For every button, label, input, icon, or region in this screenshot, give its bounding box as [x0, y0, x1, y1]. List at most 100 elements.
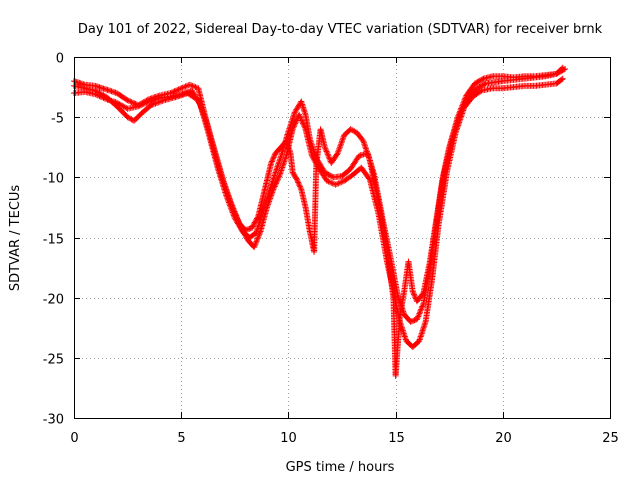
- data-point: [325, 154, 332, 161]
- data-point: [332, 181, 339, 188]
- data-point: [333, 151, 340, 158]
- data-point: [229, 204, 236, 211]
- data-point: [558, 76, 565, 83]
- data-point: [462, 95, 469, 102]
- data-point: [459, 102, 466, 109]
- x-axis: 0 5 10 15 20 25: [70, 57, 619, 446]
- data-point: [456, 109, 463, 116]
- data-point: [419, 291, 426, 298]
- data-point: [321, 144, 328, 151]
- data-point: [254, 237, 260, 243]
- chart-title: Day 101 of 2022, Sidereal Day-to-day VTE…: [78, 22, 603, 37]
- data-point: [178, 85, 185, 92]
- data-point: [124, 114, 131, 121]
- data-point: [324, 151, 331, 158]
- data-point: [411, 291, 417, 298]
- data-point: [254, 214, 261, 221]
- data-point: [249, 223, 256, 230]
- data-point: [461, 96, 468, 103]
- data-point: [96, 93, 103, 100]
- data-point: [298, 116, 304, 123]
- data-point: [336, 179, 343, 186]
- data-point: [167, 90, 174, 97]
- data-point: [192, 84, 199, 91]
- data-point: [171, 88, 178, 95]
- data-point: [274, 177, 281, 184]
- data-point: [95, 92, 102, 99]
- data-point: [414, 314, 421, 321]
- data-point: [144, 96, 151, 103]
- data-point: [128, 99, 135, 106]
- data-point: [175, 86, 182, 93]
- data-point: [191, 83, 198, 90]
- data-point: [418, 304, 425, 311]
- data-point: [233, 214, 240, 221]
- data-point: [251, 219, 258, 226]
- data-point: [411, 292, 418, 299]
- data-point: [186, 81, 193, 88]
- data-point: [339, 178, 346, 185]
- y-tick-label: 0: [56, 52, 64, 67]
- data-point: [559, 64, 566, 71]
- data-point: [127, 98, 134, 105]
- data-point: [417, 307, 424, 314]
- data-point: [409, 288, 416, 295]
- data-point: [251, 244, 258, 251]
- data-point: [92, 91, 99, 98]
- y-tick-label: -25: [43, 353, 64, 368]
- data-point: [323, 148, 330, 155]
- data-point: [558, 65, 565, 72]
- data-point: [416, 310, 423, 317]
- data-point: [131, 100, 138, 107]
- y-tick-label: -30: [43, 413, 64, 428]
- data-point: [269, 157, 276, 164]
- series-track-b: [71, 66, 568, 325]
- data-point: [292, 120, 299, 127]
- data-point: [130, 99, 136, 106]
- x-tick-label: 0: [70, 431, 78, 446]
- data-point: [100, 94, 107, 101]
- data-point: [170, 88, 177, 95]
- y-axis-label: SDTVAR / TECUs: [8, 185, 23, 292]
- data-point: [97, 93, 104, 100]
- data-point: [125, 114, 132, 121]
- data-point: [455, 112, 462, 119]
- data-point: [293, 117, 300, 124]
- data-point: [254, 215, 260, 222]
- data-point: [410, 290, 417, 296]
- y-tick-label: -15: [43, 233, 64, 248]
- x-tick-label: 5: [177, 431, 185, 446]
- data-point: [296, 113, 303, 120]
- data-point: [251, 220, 258, 227]
- data-point: [99, 94, 106, 101]
- x-tick-label: 10: [280, 431, 297, 446]
- x-axis-label: GPS time / hours: [286, 460, 395, 475]
- data-point: [252, 241, 259, 248]
- data-point: [458, 105, 465, 112]
- data-point: [268, 159, 275, 166]
- data-point: [249, 224, 255, 231]
- series-track-a: [71, 75, 566, 350]
- data-point: [230, 207, 237, 214]
- data-point: [323, 147, 329, 154]
- data-point: [326, 179, 333, 186]
- data-point: [324, 177, 330, 184]
- data-point: [294, 176, 300, 183]
- data-point: [172, 87, 179, 94]
- data-point: [227, 198, 234, 205]
- data-point: [351, 128, 358, 135]
- data-point: [168, 89, 175, 96]
- data-point: [101, 95, 108, 102]
- data-point: [251, 242, 258, 249]
- data-point: [297, 185, 304, 191]
- data-point: [188, 82, 195, 89]
- data-point: [419, 302, 426, 309]
- data-point: [275, 174, 282, 181]
- data-point: [183, 82, 190, 89]
- data-point: [253, 238, 260, 245]
- data-point: [359, 137, 366, 143]
- data-point: [93, 91, 100, 98]
- data-point: [182, 83, 189, 90]
- data-point: [559, 75, 566, 82]
